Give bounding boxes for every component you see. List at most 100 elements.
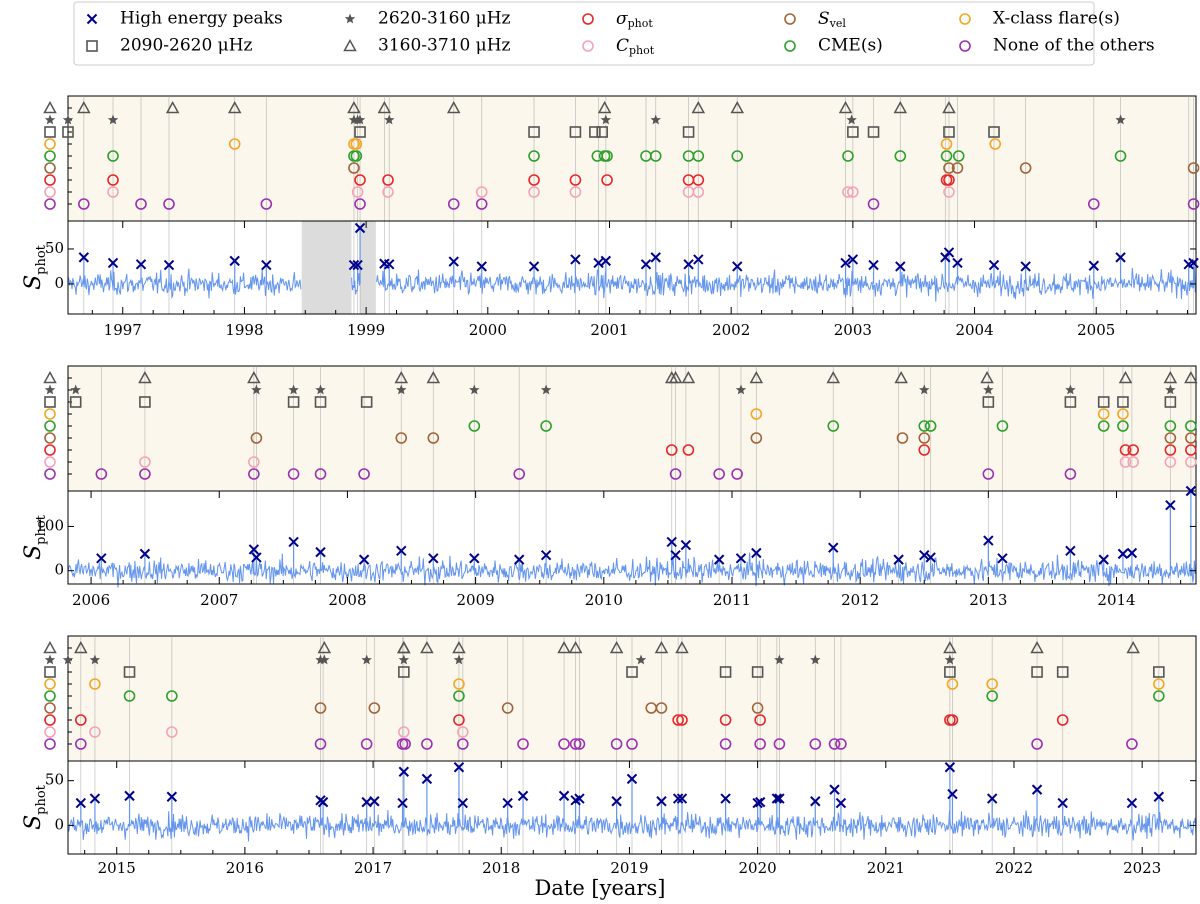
row-label-cphot [44,456,56,468]
event-marker-b2090 [751,666,764,678]
event-marker-cphot [842,186,854,198]
peak-marker [732,261,743,272]
event-marker-cphot [1127,456,1139,468]
peak-marker [78,252,90,263]
peak-marker [1153,791,1165,802]
event-marker-cme [894,150,907,162]
event-marker-xflare [989,138,1002,150]
x-tick-label: 2010 [585,591,623,609]
event-marker-cme [1097,420,1110,432]
event-marker-cphot [89,726,101,738]
peak-marker [828,542,839,553]
event-marker-b2620 [70,384,81,395]
peak-marker [988,259,1000,271]
event-marker-cme [952,150,965,162]
x-tick-label: 2004 [955,321,993,339]
row-label-b2620 [44,384,56,395]
legend: High energy peaks 2090-2620 μHz 2620-3160 … [73,1,1155,66]
event-marker-none [828,738,841,750]
event-marker-b2620 [107,114,119,125]
legend-marker-cphot [582,40,594,52]
row-label-b2090 [44,666,56,678]
peak-marker [947,788,958,800]
legend-marker-svel [784,13,796,25]
event-marker-b3160 [826,370,841,384]
row-label-cme [44,150,56,162]
peak-marker [943,247,955,258]
x-tick-label: 2012 [841,591,879,609]
event-marker-none [475,198,488,210]
event-marker-b2620 [251,384,262,395]
data-gap [301,221,352,314]
event-marker-none [447,198,460,210]
event-marker-b2090 [314,396,327,408]
legend-marker-peak [86,13,98,25]
peak-marker [683,259,694,270]
event-marker-cphot [166,726,178,738]
event-marker-none [456,738,469,750]
event-marker-none [1187,198,1200,210]
legend-marker-xflare [959,13,971,25]
peak-marker [369,796,380,807]
event-marker-none [260,198,273,210]
legend-marker-cme [784,40,796,52]
event-marker-none [558,738,570,750]
x-tick-label: 2007 [200,591,238,609]
peak-marker [893,554,904,565]
row-label-b2620 [44,114,56,125]
event-marker-b2090 [1056,666,1069,678]
event-marker-b2090 [1153,666,1165,678]
event-marker-b3160 [668,370,683,384]
event-marker-none [135,198,147,210]
event-marker-b2620 [315,384,326,395]
peak-marker [1126,797,1138,809]
x-tick-label: 2009 [457,591,495,609]
event-marker-sigma [1119,444,1132,456]
peak-marker [868,259,879,271]
event-marker-sigma [943,174,955,186]
x-tick-label: 2016 [226,859,264,877]
x-tick-label: 2002 [712,321,750,339]
event-marker-b3160 [1126,640,1140,654]
event-marker-cme [468,420,481,432]
peak-marker [1188,257,1199,269]
signal-line [67,552,1197,588]
event-marker-cme [918,420,931,432]
event-marker-cme [940,150,953,162]
peak-marker [315,546,326,558]
event-marker-b2620 [396,384,407,395]
row-label-b3160 [43,100,57,114]
row-label-b2090 [44,396,56,408]
peak-marker [847,254,859,265]
event-marker-svel [896,432,909,444]
legend-label-xflare: X-class flare(s) [993,9,1120,29]
legend-entry-b3160: 3160-3710 μHz [343,36,511,56]
event-marker-b2620 [453,654,465,665]
event-marker-b3160 [138,370,152,384]
event-marker-b3160 [681,370,696,384]
event-marker-xflare [89,678,101,690]
event-marker-b2090 [982,396,995,408]
event-marker-b2620 [635,654,647,665]
event-marker-none [1087,198,1100,210]
peak-marker [670,550,681,561]
event-marker-b2090 [626,666,638,678]
event-marker-sigma [719,714,732,726]
peak-marker [810,796,821,807]
event-marker-cphot [1164,456,1177,468]
peak-marker [396,545,407,556]
event-marker-cme [1185,420,1197,432]
event-marker-b2620 [354,114,366,125]
event-marker-none [95,468,108,480]
event-marker-b3160 [730,100,745,114]
event-marker-none [610,738,623,750]
event-marker-cme [692,150,705,162]
peak-marker [352,259,363,271]
event-marker-cme [649,150,662,162]
event-marker-b2620 [983,384,994,395]
event-marker-sigma [75,714,87,726]
legend-entry-b2620: 2620-3160 μHz [344,9,511,29]
row-label-sigma [44,714,56,726]
event-marker-none [809,738,822,750]
row-label-sigma [44,444,56,456]
